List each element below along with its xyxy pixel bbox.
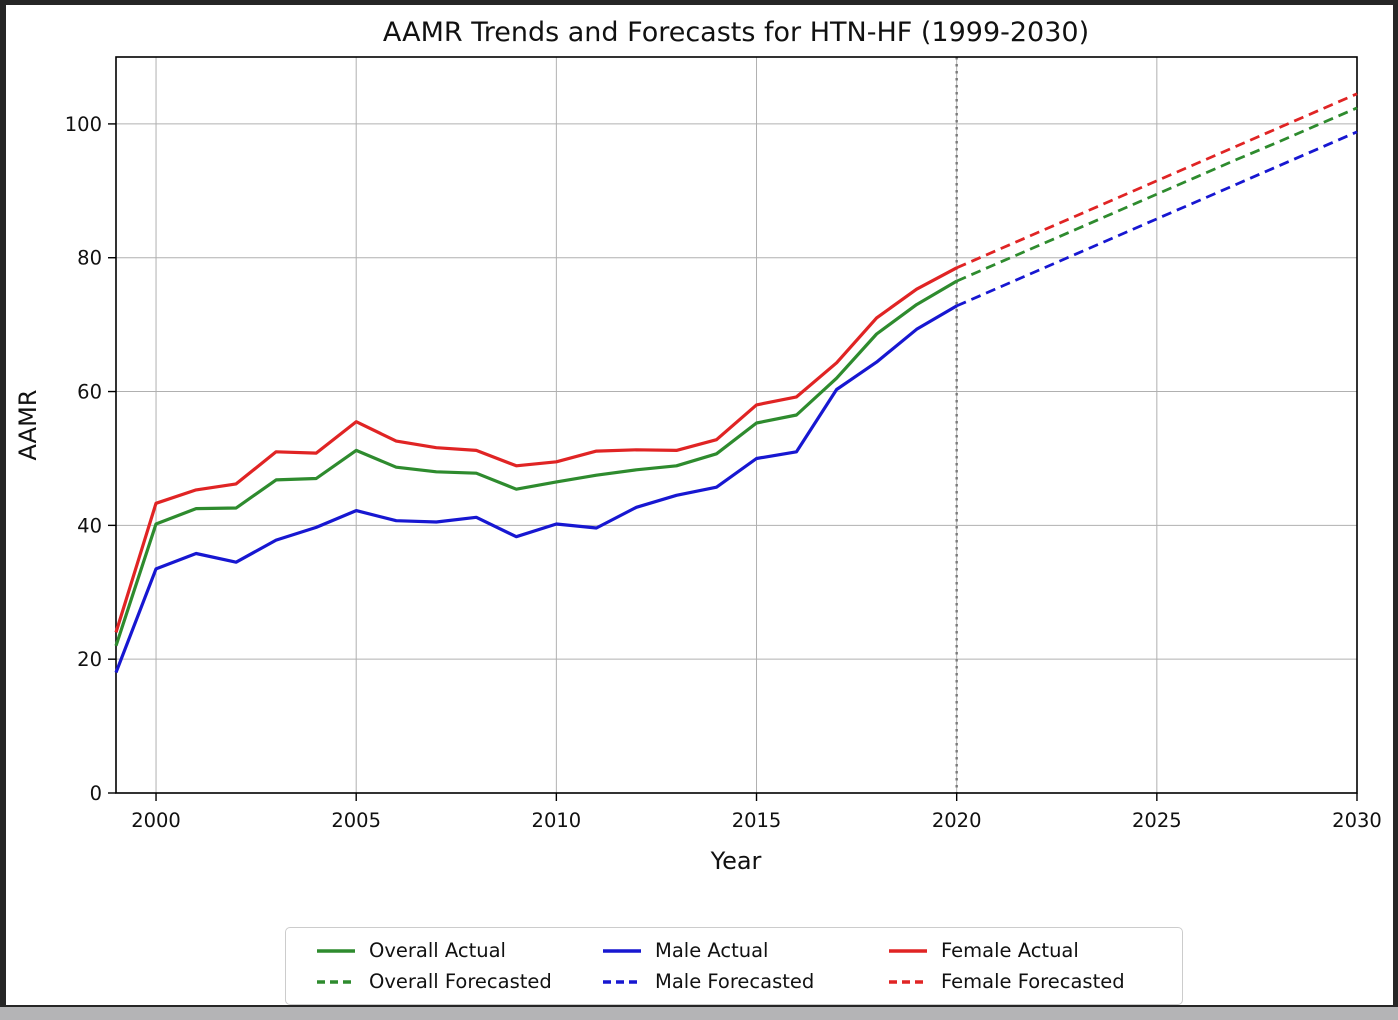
y-tick-label: 0 [90,782,102,805]
legend-item-male-forecasted: Male Forecasted [602,970,888,993]
legend-column: Female Actual Female Forecasted [888,939,1174,993]
legend-swatch-male-actual [603,948,641,953]
x-tick-label: 2030 [1332,809,1382,832]
legend-item-overall-actual: Overall Actual [316,939,602,962]
legend-item-label: Overall Actual [369,939,506,962]
chart-title: AAMR Trends and Forecasts for HTN-HF (19… [383,17,1089,48]
axis-ticks [108,123,1358,801]
legend-item-label: Female Actual [941,939,1079,962]
x-tick-label: 2020 [932,809,982,832]
y-tick-label: 60 [77,381,102,404]
taskbar-strip [0,1007,1398,1020]
series-male-actual [114,304,958,674]
legend-item-female-forecasted: Female Forecasted [888,970,1174,993]
legend-swatch-female-actual [889,948,927,953]
x-axis-label: Year [710,847,762,875]
chart: 2000 2005 2010 2015 2020 2025 2030 0 20 40 60 80 100… [14,17,1382,875]
legend-item-overall-forecasted: Overall Forecasted [316,970,602,993]
x-tick-label: 2015 [732,809,782,832]
gridlines [116,57,1358,794]
legend-swatch-overall-actual [317,948,355,953]
y-axis-label: AAMR [14,390,42,461]
y-tick-label: 100 [65,113,102,136]
figure-canvas: 2000 2005 2010 2015 2020 2025 2030 0 20 40 60 80 100… [6,5,1393,1005]
series-lines [114,92,1358,674]
y-tick-label: 40 [77,514,102,537]
tick-labels: 2000 2005 2010 2015 2020 2025 2030 0 20 40 60 80 100 [65,113,1382,832]
y-tick-label: 20 [77,648,102,671]
legend-swatch-overall-forecasted [317,979,355,984]
x-tick-label: 2005 [331,809,381,832]
series-female-forecasted [956,92,1358,270]
series-overall-actual [114,279,958,647]
x-tick-label: 2010 [532,809,582,832]
series-male-forecasted [956,130,1358,308]
legend-item-label: Overall Forecasted [369,970,552,993]
legend-column: Overall Actual Overall Forecasted [316,939,602,993]
x-tick-label: 2000 [131,809,181,832]
legend-item-label: Male Forecasted [655,970,815,993]
legend-swatch-male-forecasted [603,979,641,984]
series-female-actual [114,266,958,633]
legend-column: Male Actual Male Forecasted [602,939,888,993]
legend-item-label: Male Actual [655,939,769,962]
legend-item-label: Female Forecasted [941,970,1125,993]
y-tick-label: 80 [77,247,102,270]
legend-item-female-actual: Female Actual [888,939,1174,962]
x-tick-label: 2025 [1132,809,1182,832]
legend-swatch-female-forecasted [889,979,927,984]
series-overall-forecasted [956,106,1358,283]
plot-border [115,56,1358,794]
legend-item-male-actual: Male Actual [602,939,888,962]
legend: Overall Actual Overall Forecasted Male Act… [285,927,1183,1005]
